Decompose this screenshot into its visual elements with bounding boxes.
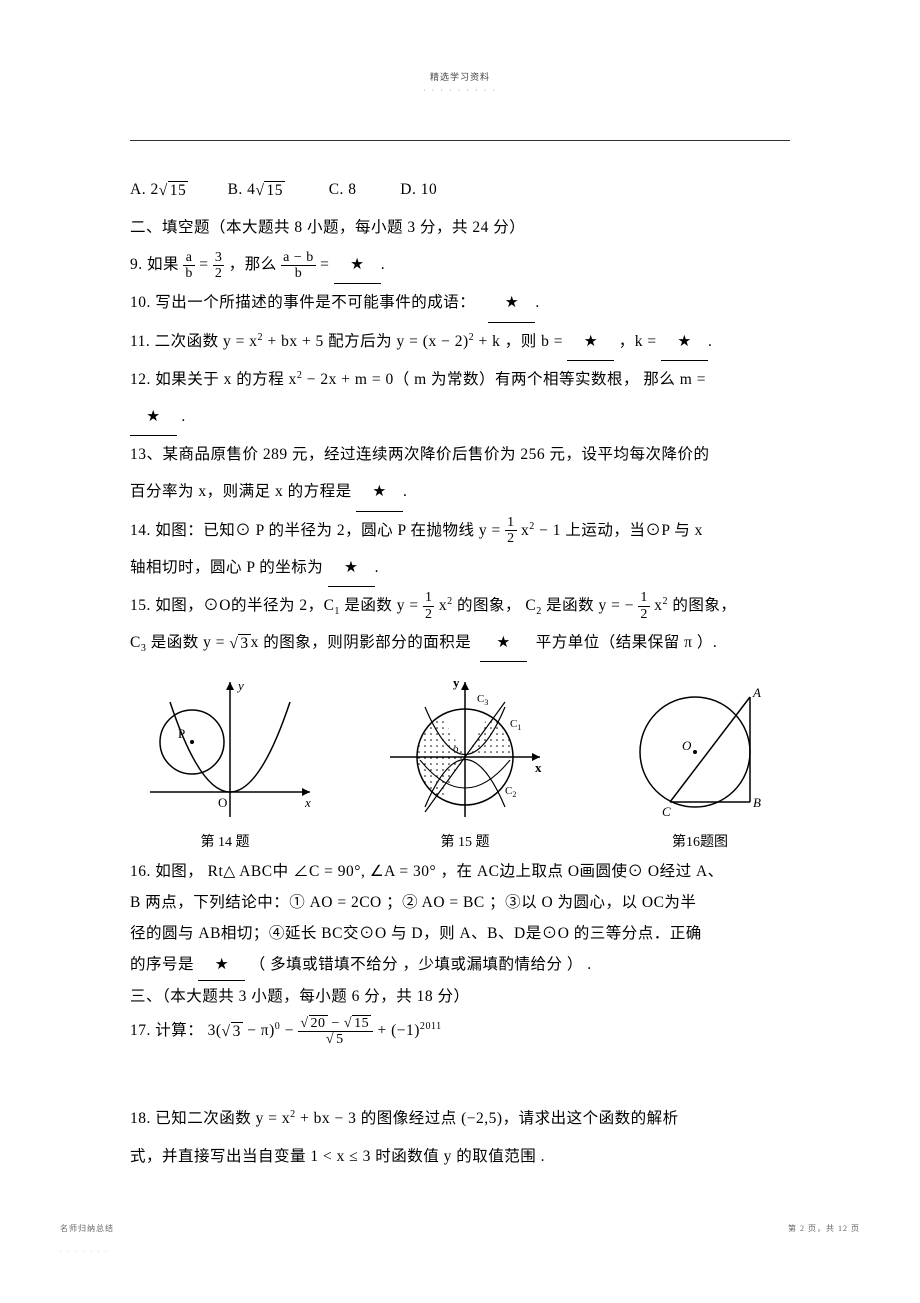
q15-p1: 15. 如图，⊙O的半径为 2，C — [130, 597, 334, 614]
svg-text:A: A — [752, 685, 761, 700]
half: 12 — [423, 590, 435, 622]
choice-c: C. 8 — [329, 181, 357, 198]
q12-p2: − 2x + m = 0（ m 为常数）有两个相等实数根， 那么 m = — [307, 371, 706, 388]
q15-p3: 的图象， C — [457, 597, 536, 614]
blank-star: ★ — [661, 323, 708, 361]
svg-text:x: x — [304, 795, 311, 810]
frac-32: 32 — [213, 250, 225, 282]
section-3-title: 三、（本大题共 3 小题，每小题 6 分，共 18 分） — [130, 981, 790, 1012]
svg-text:y: y — [236, 678, 244, 693]
q18a: 18. 已知二次函数 y = x2 + bx − 3 的图像经过点 (−2,5)… — [130, 1100, 790, 1137]
big-frac: 20 − 15 5 — [298, 1016, 373, 1048]
q18c: 式，并直接写出当自变量 1 < x ≤ 3 时函数值 y 的取值范围 . — [130, 1138, 790, 1175]
figures-row: x y O P 第 14 题 x y o — [130, 672, 790, 851]
q11: 11. 二次函数 y = x2 + bx + 5 配方后为 y = (x − 2… — [130, 323, 790, 361]
q13b-text: 百分率为 x，则满足 x 的方程是 — [130, 483, 352, 500]
q11-p1: 11. 二次函数 y = x — [130, 333, 258, 350]
q15-p5: 的图象， — [672, 597, 736, 614]
svg-text:O: O — [682, 738, 692, 753]
figcap-15: 第 15 题 — [375, 831, 555, 851]
svg-text:C3: C3 — [477, 693, 488, 707]
blank-star: ★ — [356, 473, 403, 511]
q10-text: 10. 写出一个所描述的事件是不可能事件的成语： — [130, 294, 475, 311]
q17-p1: 17. 计算： 3(3 − π) — [130, 1022, 275, 1039]
section-2-title: 二、填空题（本大题共 8 小题，每小题 3 分，共 24 分） — [130, 209, 790, 246]
q13b: 百分率为 x，则满足 x 的方程是 ★. — [130, 473, 790, 511]
q15b-p3: 平方单位（结果保留 π ）. — [536, 634, 717, 651]
q16b: B 两点，下列结论中：① AO = 2CO ；② AO = BC ；③以 O 为… — [130, 887, 790, 918]
frac-ab: ab — [183, 250, 195, 282]
header-small: 精选学习资料 — [130, 70, 790, 83]
q13: 13、某商品原售价 289 元，经过连续两次降价后售价为 256 元，设平均每次… — [130, 436, 790, 473]
svg-text:P: P — [178, 726, 185, 741]
footer: 名师归纳总结 第 2 页，共 12 页 — [0, 1215, 920, 1249]
half: 12 — [505, 515, 517, 547]
q12-p1: 12. 如果关于 x 的方程 x — [130, 371, 297, 388]
fig-15: x y o — [375, 672, 555, 851]
footer-left: 名师归纳总结 — [60, 1223, 114, 1234]
svg-text:O: O — [218, 795, 227, 810]
q14b-text: 轴相切时，圆心 P 的坐标为 — [130, 559, 323, 576]
q11-p4: ，k = — [619, 333, 657, 350]
blank-star: ★ — [480, 624, 527, 662]
frac-amb: a − bb — [281, 250, 316, 282]
footer-right: 第 2 页，共 12 页 — [788, 1223, 860, 1234]
choices-row: A. 215 B. 415 C. 8 D. 10 — [130, 171, 790, 209]
svg-text:C: C — [662, 804, 671, 819]
q9-eq: = — [320, 256, 329, 273]
footer-dots: · · · · · · · — [0, 1249, 920, 1255]
svg-text:y: y — [453, 675, 460, 690]
q9-mid: ，那么 — [229, 256, 277, 273]
q18b-text: + bx − 3 的图像经过点 (−2,5)，请求出这个函数的解析 — [300, 1110, 679, 1127]
q15-x: x — [439, 597, 447, 614]
q9-prefix: 9. 如果 — [130, 256, 179, 273]
fig-14: x y O P 第 14 题 — [130, 672, 320, 851]
choice-d: D. 10 — [400, 181, 437, 198]
q15-p4: 是函数 y = − — [546, 597, 634, 614]
q11-p3: + k ，则 b = — [479, 333, 563, 350]
figcap-16: 第16题图 — [610, 831, 790, 851]
q16d: 的序号是 ★ （ 多填或错填不给分 ，少填或漏填酌情给分 ） . — [130, 949, 790, 981]
q16e-text: （ 多填或错填不给分 ，少填或漏填酌情给分 ） . — [250, 956, 592, 973]
q18a-text: 18. 已知二次函数 y = x — [130, 1110, 290, 1127]
q16a: 16. 如图， Rt△ ABC中 ∠C = 90°, ∠A = 30° ，在 A… — [130, 856, 790, 887]
q17: 17. 计算： 3(3 − π)0 − 20 − 15 5 + (−1)2011 — [130, 1012, 790, 1050]
blank-star: ★ — [198, 949, 245, 981]
half: 12 — [638, 590, 650, 622]
q12b: ★ . — [130, 398, 790, 436]
q15b: C3 是函数 y = 3x 的图象，则阴影部分的面积是 ★ 平方单位（结果保留 … — [130, 624, 790, 662]
blank-star: ★ — [130, 398, 177, 436]
q14b: 轴相切时，圆心 P 的坐标为 ★. — [130, 549, 790, 587]
blank-star: ★ — [567, 323, 614, 361]
fig-16: O A B C 第16题图 — [610, 672, 790, 851]
q17-plus: + (−1) — [377, 1022, 419, 1039]
top-rule — [130, 140, 790, 141]
q14-p1: 14. 如图：已知⊙ P 的半径为 2，圆心 P 在抛物线 y = — [130, 522, 501, 539]
q9: 9. 如果 ab = 32 ，那么 a − bb = ★. — [130, 246, 790, 284]
header-dots: · · · · · · · · · — [130, 86, 790, 95]
choice-b: B. 415 — [228, 181, 285, 198]
q15b-p1: C — [130, 634, 141, 651]
blank-star: ★ — [488, 284, 535, 322]
blank-star: ★ — [328, 549, 375, 587]
q10: 10. 写出一个所描述的事件是不可能事件的成语： ★. — [130, 284, 790, 322]
q14: 14. 如图：已知⊙ P 的半径为 2，圆心 P 在抛物线 y = 12 x2 … — [130, 512, 790, 549]
q15-p2: 是函数 y = — [344, 597, 418, 614]
choice-a: A. 215 — [130, 181, 188, 198]
q11-p2: + bx + 5 配方后为 y = (x − 2) — [267, 333, 468, 350]
q15: 15. 如图，⊙O的半径为 2，C1 是函数 y = 12 x2 的图象， C2… — [130, 587, 790, 624]
q16c: 径的圆与 AB相切；④延长 BC交⊙O 与 D，则 A、B、D是⊙O 的三等分点… — [130, 918, 790, 949]
blank-star: ★ — [334, 246, 381, 284]
figcap-14: 第 14 题 — [130, 831, 320, 851]
q16d-text: 的序号是 — [130, 956, 194, 973]
svg-text:C2: C2 — [505, 785, 516, 799]
svg-text:B: B — [753, 795, 761, 810]
q14-p2: − 1 上运动，当⊙P 与 x — [539, 522, 703, 539]
q15b-p2: 是函数 y = 3x 的图象，则阴影部分的面积是 — [151, 634, 472, 651]
q17-minus: − — [285, 1022, 294, 1039]
q12: 12. 如果关于 x 的方程 x2 − 2x + m = 0（ m 为常数）有两… — [130, 361, 790, 398]
svg-text:C1: C1 — [510, 718, 521, 732]
svg-text:x: x — [535, 760, 542, 775]
q14-x: x — [521, 522, 529, 539]
